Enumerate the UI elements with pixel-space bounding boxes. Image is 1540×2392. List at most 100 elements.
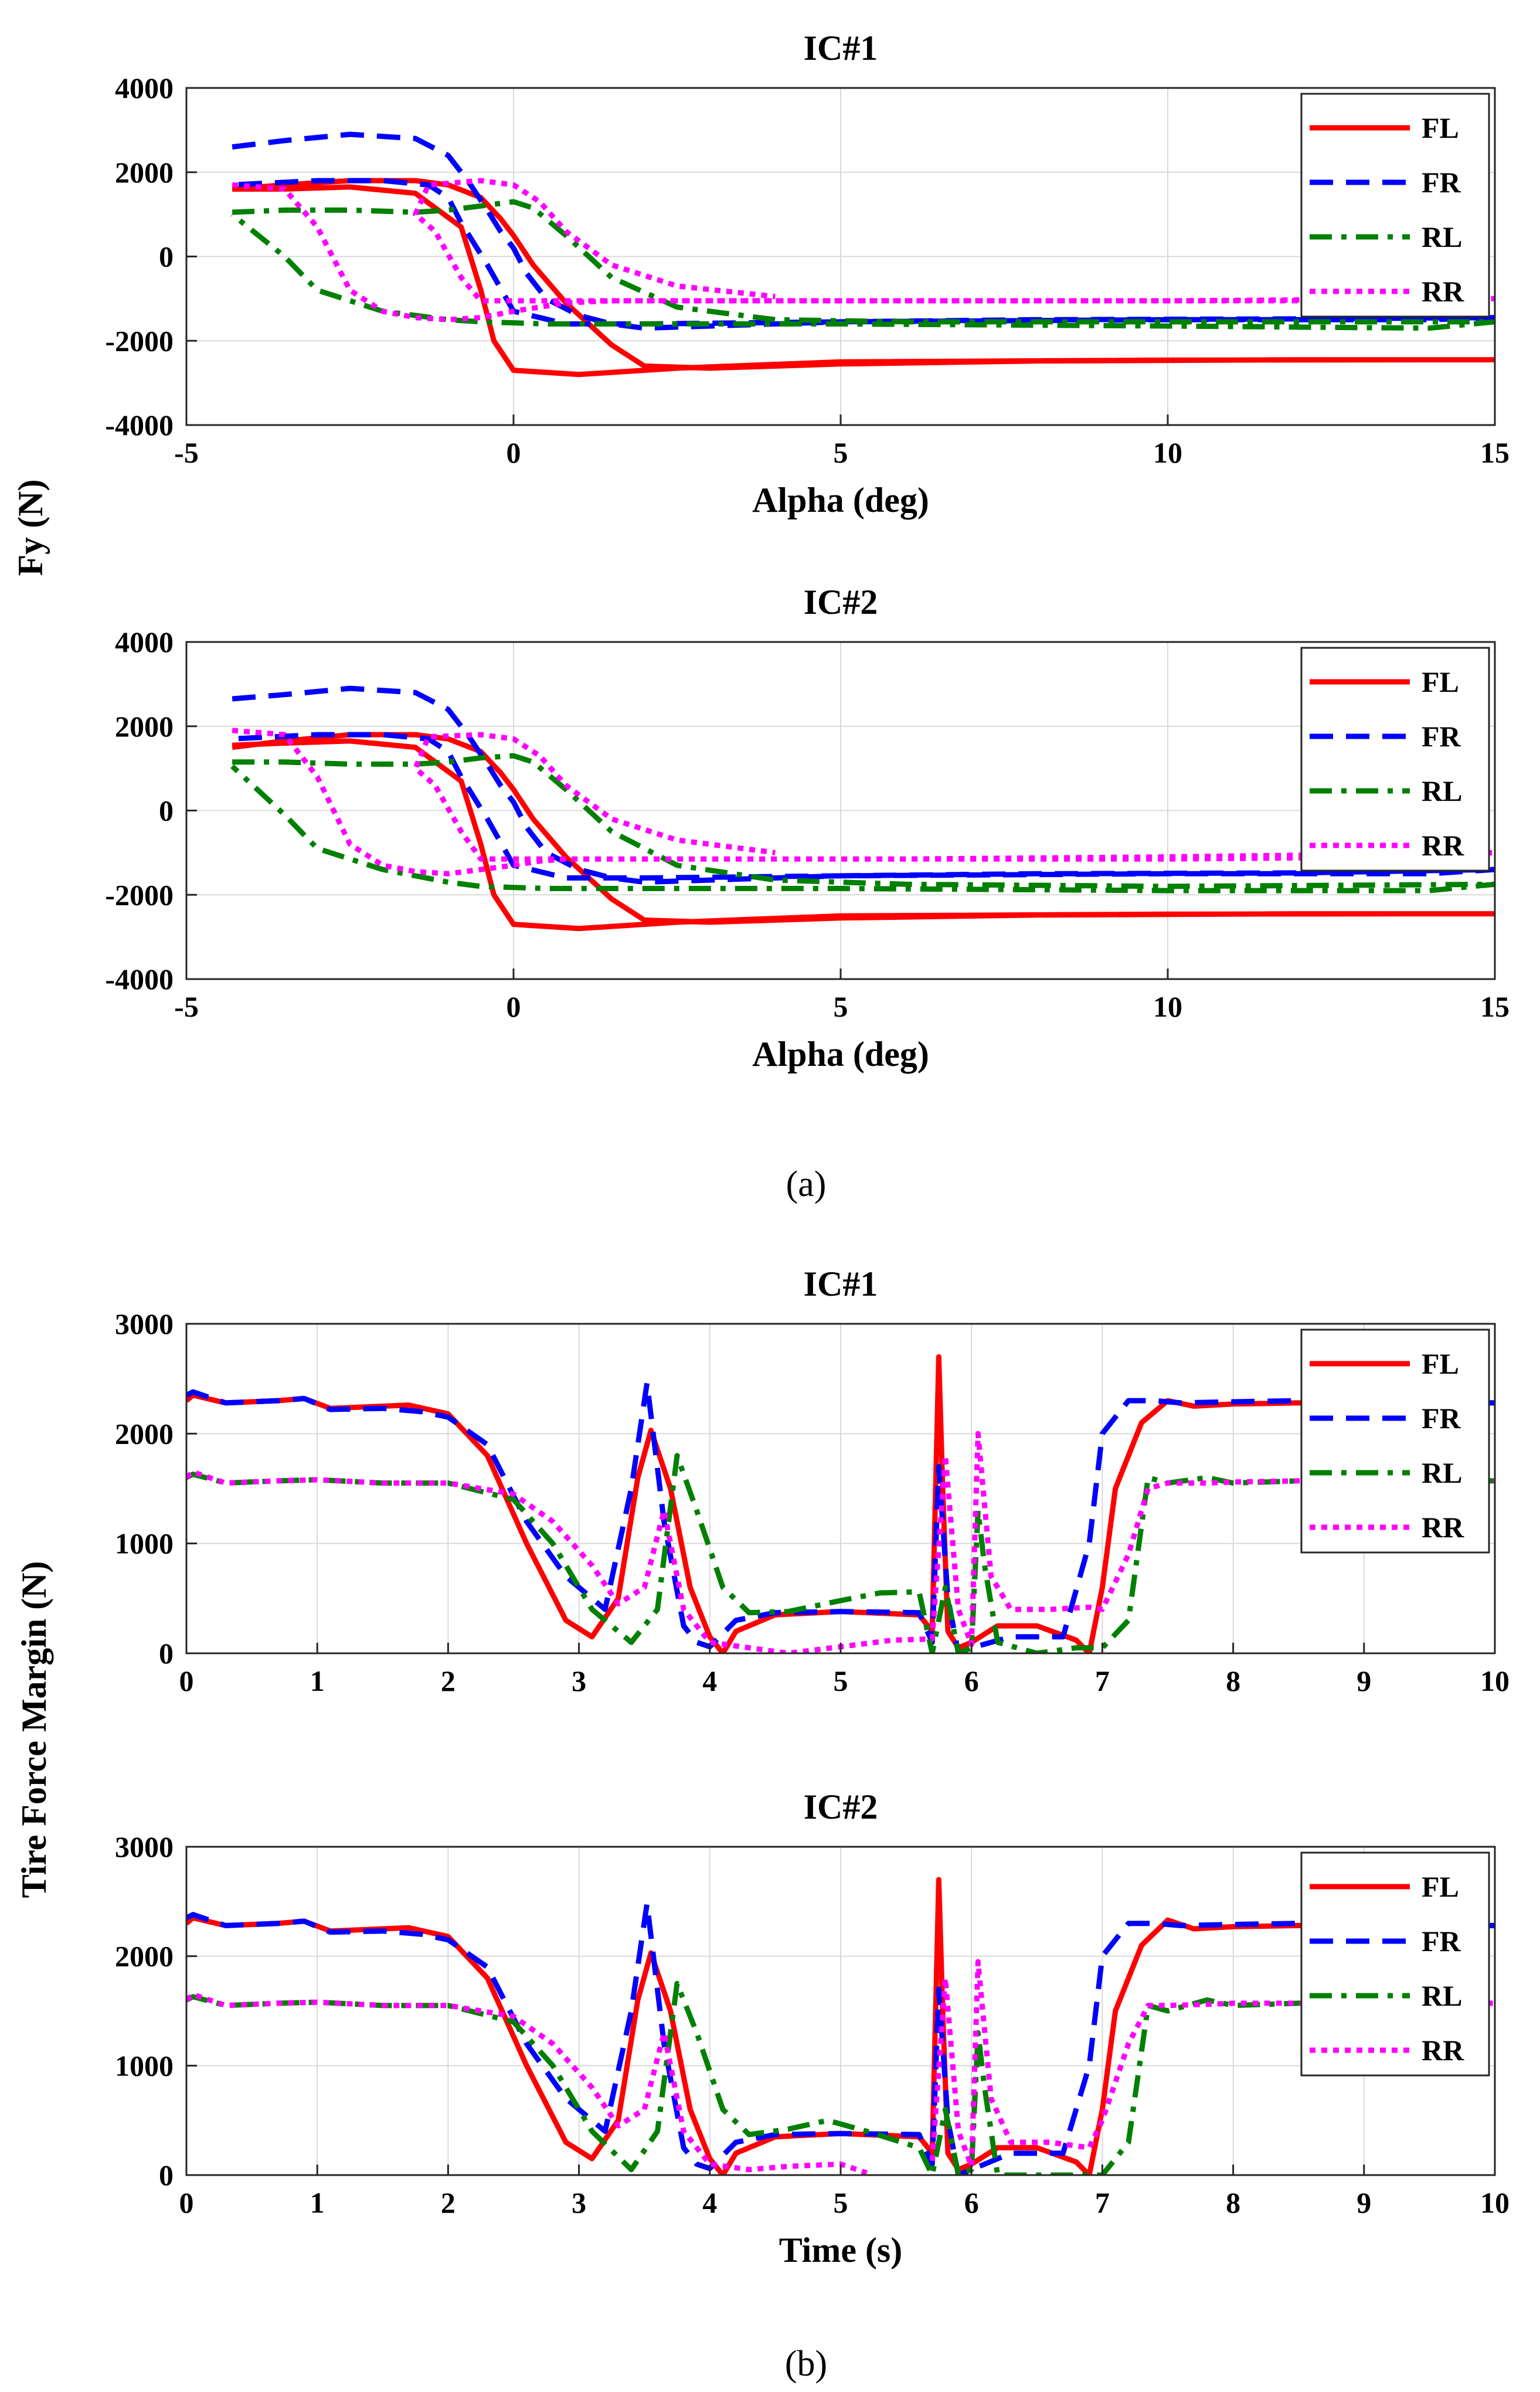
- chart-a-ic1: -5 0 5 10 15 -4000 -2000 0 2000 4000 IC#1 Alpha (de…: [105, 29, 1510, 519]
- legend-label-fr: FR: [1422, 1925, 1461, 1958]
- legend-label-rr: RR: [1422, 275, 1464, 308]
- y-tick-label: 0: [159, 1637, 174, 1670]
- y-tick-label: 1000: [115, 2049, 174, 2082]
- y-tick-label: 1000: [115, 1527, 174, 1560]
- chart-title: IC#2: [804, 583, 878, 621]
- y-tick-label: 2000: [115, 1940, 174, 1973]
- y-tick-label: 2000: [115, 710, 174, 743]
- caption-b: (b): [785, 2344, 827, 2384]
- legend-box: [1300, 1851, 1490, 2077]
- legend-label-rl: RL: [1422, 774, 1462, 807]
- legend-label-fl: FL: [1422, 111, 1459, 144]
- legend: FL FR RL RR: [1300, 647, 1490, 872]
- x-tick-label: 9: [1357, 1664, 1371, 1697]
- ylabel-panel-a: Fy (N): [11, 480, 50, 576]
- chart-title: IC#1: [804, 1265, 878, 1303]
- x-tick-label: 4: [702, 2186, 717, 2219]
- series-line-rr: [929, 1959, 1495, 2169]
- y-tick-label: -2000: [105, 878, 174, 911]
- series-line-rl: [230, 753, 1495, 893]
- series-group: [186, 1877, 1495, 2175]
- x-tick-label: 10: [1153, 990, 1182, 1023]
- series-line-rr: [186, 1992, 868, 2175]
- x-tick-label: 0: [179, 1664, 194, 1697]
- series-line-fr: [186, 1380, 1495, 1653]
- x-tick-label: 0: [506, 990, 521, 1023]
- chart-a-ic2: -5 0 5 10 15 -4000 -2000 0 2000 4000 IC#2 Alpha (de…: [105, 583, 1510, 1073]
- x-tick-label: 10: [1480, 2186, 1510, 2219]
- legend-label-rr: RR: [1422, 829, 1464, 862]
- chart-b-ic1: 0 1 2 3 4 5 6 7 8 9 10 0 1000 2000 3000 IC#1 FL FR RL RR: [115, 1265, 1510, 1697]
- x-tick-label: 9: [1357, 2186, 1371, 2219]
- x-tick-label: 4: [702, 1664, 717, 1697]
- x-tick-label: 15: [1480, 436, 1510, 469]
- y-tick-label: -4000: [105, 963, 174, 995]
- legend-label-fl: FL: [1422, 1870, 1459, 1903]
- legend: FL FR RL RR: [1300, 93, 1490, 318]
- series-line-fr: [232, 685, 1495, 885]
- y-tick-label: -4000: [105, 409, 174, 441]
- legend-label-fl: FL: [1422, 1347, 1459, 1380]
- x-tick-label: 5: [834, 436, 848, 469]
- caption-a: (a): [786, 1164, 827, 1204]
- series-group: [186, 1354, 1495, 1653]
- y-tick-label: 0: [159, 240, 174, 273]
- chart-title: IC#1: [804, 29, 878, 67]
- legend-label-fr: FR: [1422, 720, 1461, 753]
- legend-box: [1300, 93, 1490, 318]
- series-group: [230, 685, 1495, 932]
- legend-label-rl: RL: [1422, 220, 1462, 253]
- y-tick-label: -2000: [105, 324, 174, 357]
- x-tick-label: 7: [1095, 2186, 1110, 2219]
- x-tick-label: 6: [964, 1664, 979, 1697]
- legend-label-rr: RR: [1422, 2034, 1464, 2067]
- x-tick-label: -5: [174, 990, 199, 1023]
- y-tick-label: 3000: [115, 1307, 174, 1340]
- legend-label-rr: RR: [1422, 1511, 1464, 1544]
- legend-box: [1300, 1328, 1490, 1554]
- legend-box: [1300, 647, 1490, 872]
- series-line-rl: [186, 1980, 1495, 2175]
- x-tick-label: 1: [310, 2186, 325, 2219]
- x-tick-label: 5: [834, 1664, 848, 1697]
- x-tick-label: 8: [1226, 1664, 1240, 1697]
- x-tick-label: 6: [964, 2186, 979, 2219]
- y-tick-label: 2000: [115, 156, 174, 189]
- x-tick-label: 10: [1480, 1664, 1510, 1697]
- y-tick-label: 3000: [115, 1830, 174, 1863]
- legend-label-fr: FR: [1422, 166, 1461, 199]
- ylabel-panel-b: Tire Force Margin (N): [15, 1561, 53, 1898]
- x-tick-label: 5: [834, 2186, 848, 2219]
- legend-label-fl: FL: [1422, 665, 1459, 698]
- x-tick-label: 10: [1153, 436, 1182, 469]
- x-tick-label: 3: [572, 2186, 586, 2219]
- legend-label-rl: RL: [1422, 1456, 1462, 1489]
- x-tick-label: 0: [179, 2186, 194, 2219]
- series-line-rl: [230, 199, 1495, 331]
- y-tick-label: 0: [159, 2159, 174, 2191]
- legend: FL FR RL RR: [1300, 1851, 1490, 2077]
- x-tick-label: 0: [506, 436, 521, 469]
- chart-title: IC#2: [804, 1788, 878, 1826]
- x-tick-label: 2: [441, 1664, 455, 1697]
- x-tick-label: 2: [441, 2186, 455, 2219]
- x-tick-label: -5: [174, 436, 199, 469]
- y-tick-label: 0: [159, 794, 174, 827]
- x-axis-label: Alpha (deg): [752, 481, 929, 519]
- legend-label-fr: FR: [1422, 1402, 1461, 1435]
- y-tick-label: 4000: [115, 72, 174, 104]
- legend: FL FR RL RR: [1300, 1328, 1490, 1554]
- x-tick-label: 5: [834, 990, 848, 1023]
- x-tick-label: 3: [572, 1664, 586, 1697]
- x-axis-label: Alpha (deg): [752, 1035, 929, 1073]
- x-tick-label: 8: [1226, 2186, 1240, 2219]
- x-tick-label: 1: [310, 1664, 325, 1697]
- legend-label-rl: RL: [1422, 1979, 1462, 2012]
- y-tick-label: 2000: [115, 1417, 174, 1450]
- x-tick-label: 7: [1095, 1664, 1110, 1697]
- series-line-fr: [186, 1901, 1495, 2175]
- x-axis-label: Time (s): [779, 2231, 903, 2269]
- x-tick-label: 15: [1480, 990, 1510, 1023]
